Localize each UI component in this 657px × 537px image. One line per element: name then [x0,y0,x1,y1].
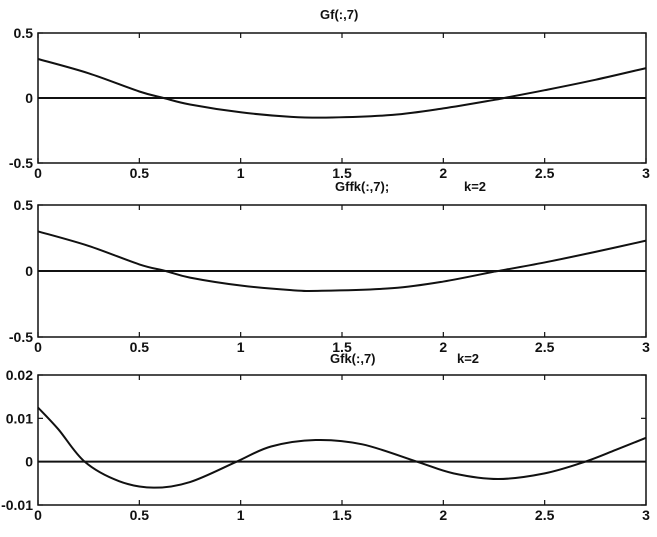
data-series-line [37,230,647,292]
x-tick-label: 0.5 [130,507,150,523]
x-tick-label: 2.5 [535,165,555,181]
x-tick-label: 2 [439,339,447,355]
y-tick-label: 0.02 [6,367,33,383]
y-tick-label: 0 [25,90,33,106]
x-tick-label: 1.5 [332,339,352,355]
y-tick-label: 0 [25,263,33,279]
subplot-title: Gfk(:,7) [330,351,376,366]
subplot-1: 0 0.5 1 1.5 2 2.5 3-0.500.5Gf(:,7) [9,7,650,181]
x-tick-label: 1 [237,507,245,523]
subplot-title-k: k=2 [464,179,486,194]
y-tick-label: -0.01 [1,497,33,513]
y-tick-label: -0.5 [9,329,33,345]
x-tick-label: 1 [237,165,245,181]
x-tick-label: 2.5 [535,507,555,523]
x-tick-label: 2.5 [535,339,555,355]
x-tick-label: 0.5 [130,165,150,181]
subplot-title: Gf(:,7) [320,7,358,22]
y-tick-label: -0.5 [9,155,33,171]
x-tick-label: 1.5 [332,165,352,181]
subplot-title-k: k=2 [457,351,479,366]
data-series-line [37,58,647,119]
y-tick-label: 0.5 [14,197,34,213]
y-tick-label: 0.5 [14,25,34,41]
x-tick-label: 2 [439,507,447,523]
x-tick-label: 1.5 [332,507,352,523]
data-series-line [37,406,647,489]
y-tick-label: 0 [25,454,33,470]
x-tick-label: 3 [642,165,650,181]
x-tick-label: 3 [642,507,650,523]
axes-box [37,374,647,506]
y-tick-label: 0.01 [6,410,33,426]
x-tick-label: 2 [439,165,447,181]
x-tick-label: 0 [34,339,42,355]
x-tick-label: 0.5 [130,339,150,355]
x-tick-label: 3 [642,339,650,355]
x-tick-label: 1 [237,339,245,355]
x-tick-label: 0 [34,507,42,523]
x-tick-label: 0 [34,165,42,181]
subplot-title: Gffk(:,7); [335,179,389,194]
